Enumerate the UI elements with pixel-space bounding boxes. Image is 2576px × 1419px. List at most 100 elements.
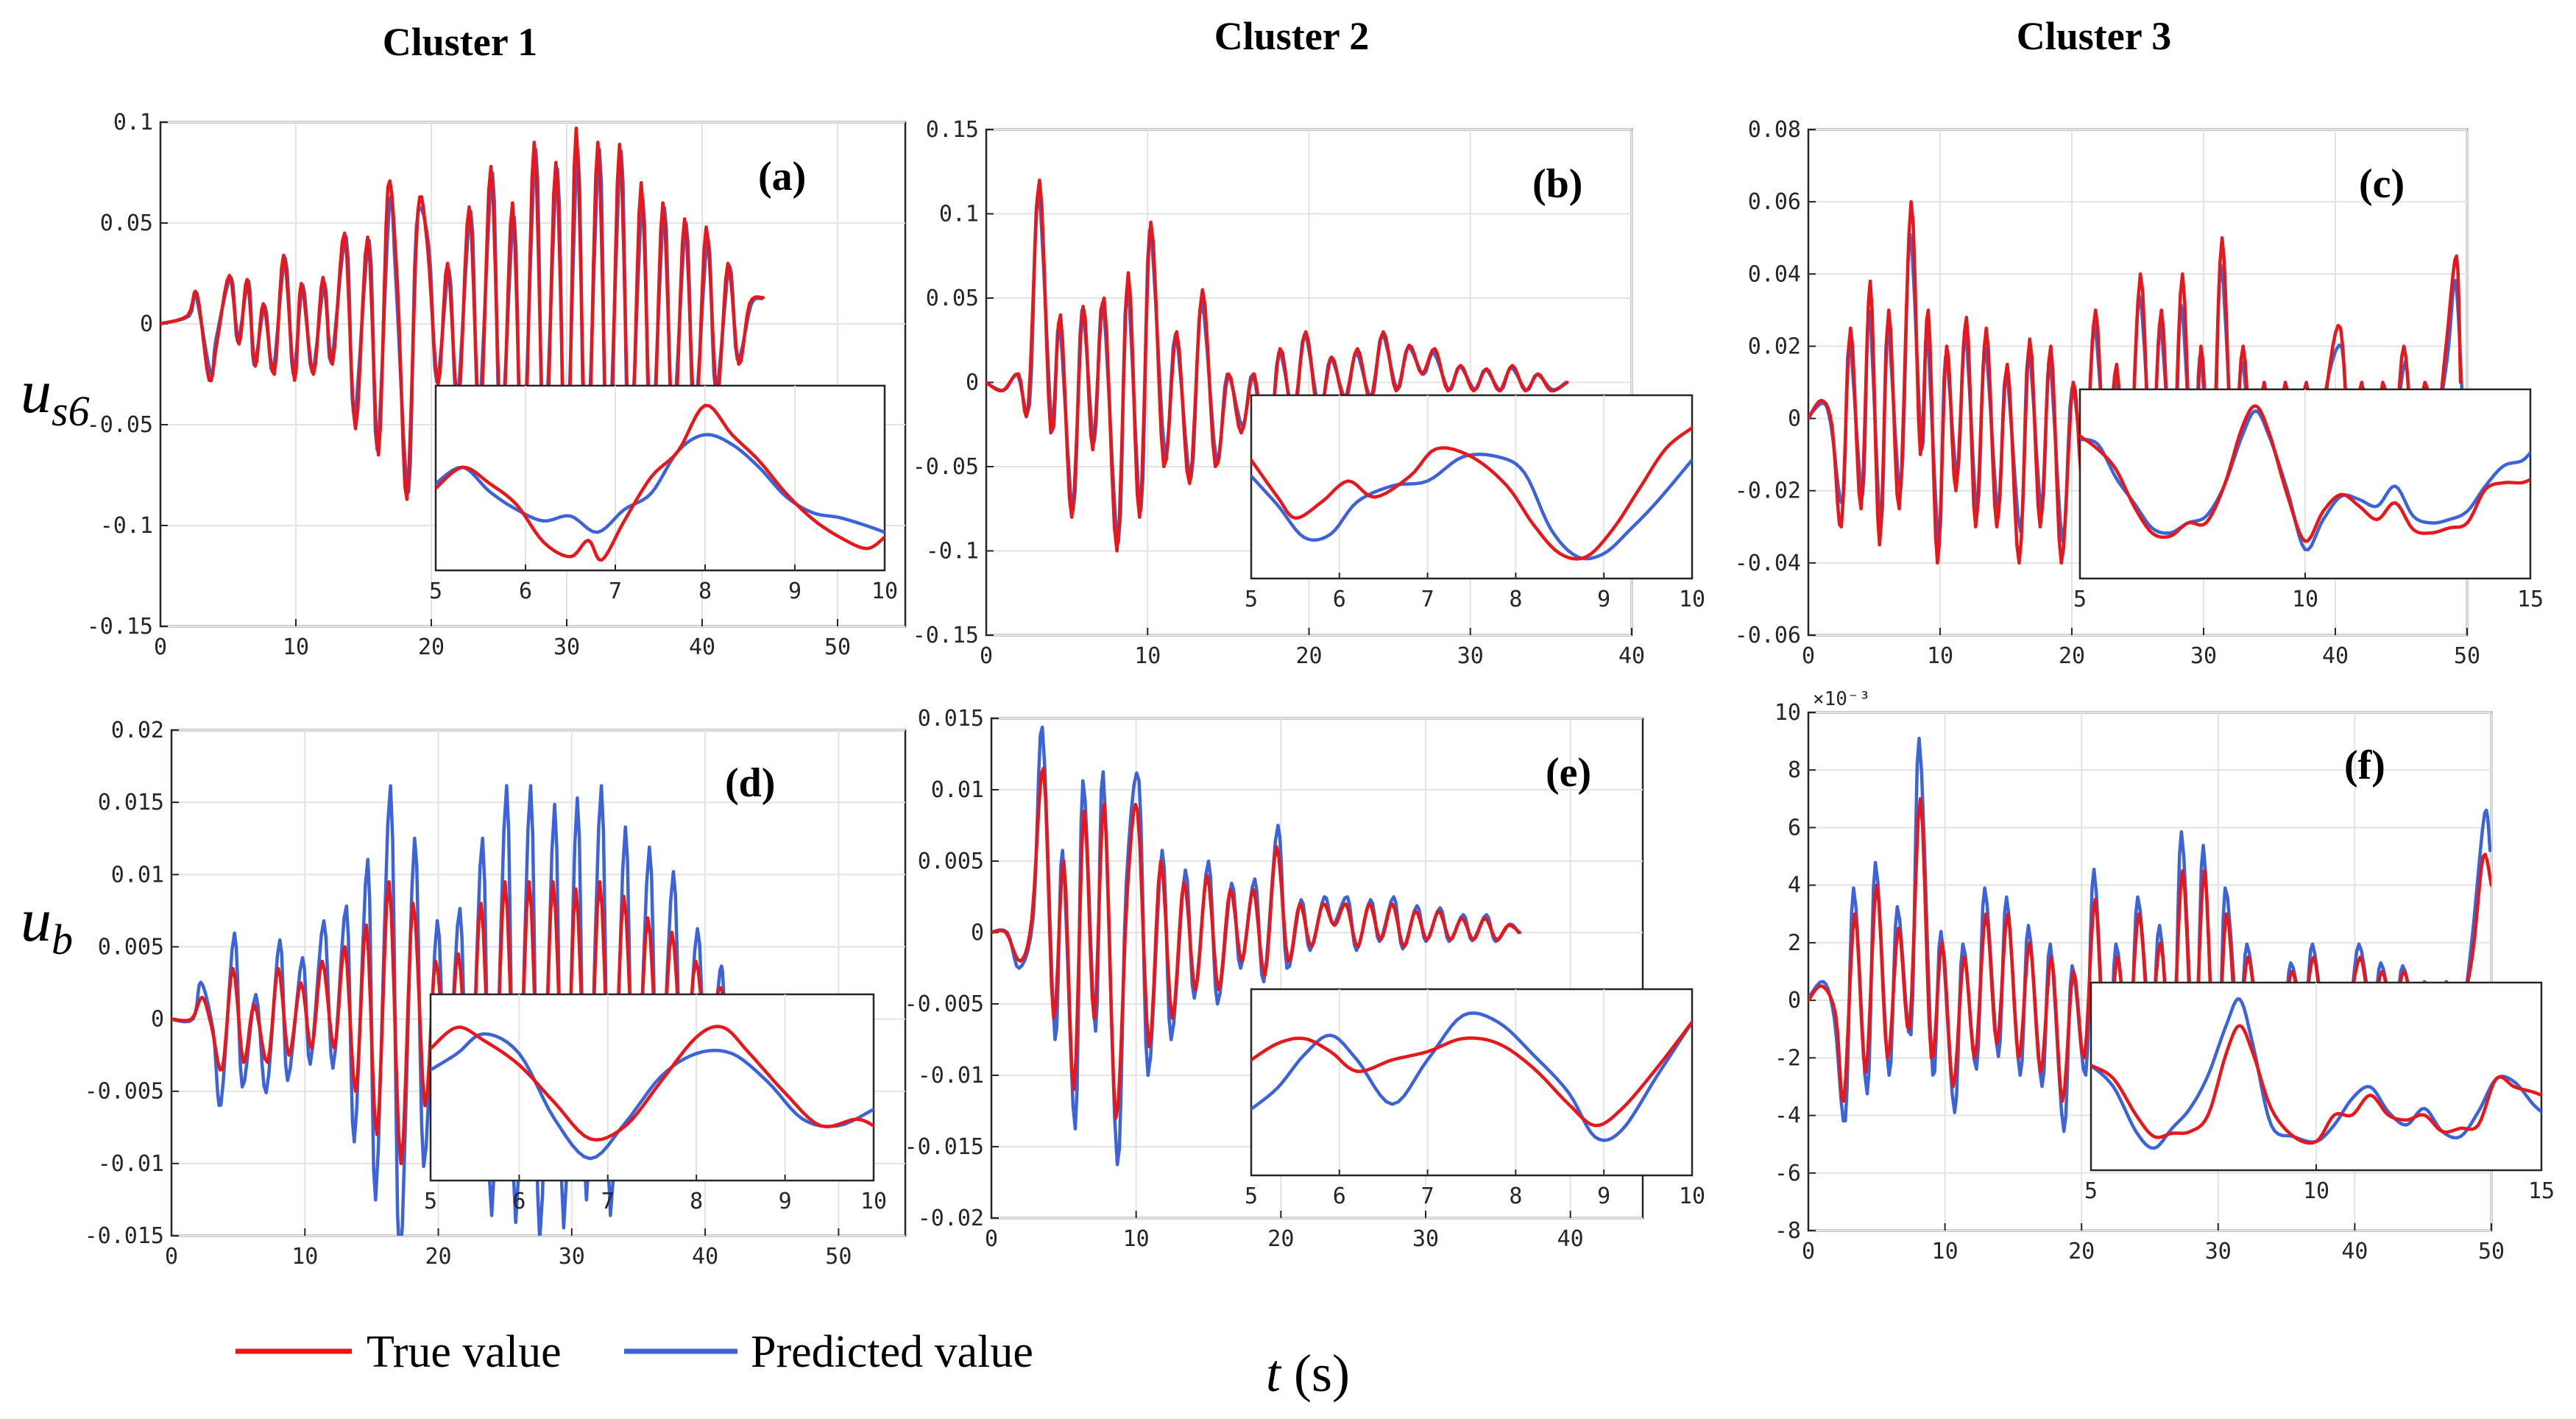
inset-series-true [1251, 1020, 1692, 1128]
x-tick-label: 10 [1123, 1226, 1150, 1252]
inset-x-tick-label: 6 [512, 1189, 526, 1214]
panel-d-inset: 5 6 7 8 9 10 [424, 993, 887, 1214]
inset-series-predicted [431, 1032, 874, 1161]
x-tick-label: 50 [2454, 643, 2480, 669]
x-tick-label: 0 [980, 643, 993, 669]
panel-b-inset: 5 6 7 8 9 10 [1245, 394, 1705, 612]
panel-letter: (b) [1532, 161, 1582, 207]
y-tick-label: -0.05 [913, 454, 979, 480]
shared-xlabel-unit: (s) [1294, 1344, 1350, 1403]
x-tick-label: 30 [2190, 643, 2217, 669]
inset-x-tick-label: 5 [2084, 1178, 2098, 1204]
x-tick-label: 10 [1134, 643, 1161, 669]
x-tick-label: 20 [425, 1244, 451, 1270]
y-tick-label: 0 [1788, 988, 1801, 1013]
x-tick-label: 40 [2322, 643, 2349, 669]
legend: True value Predicted value [236, 1327, 1033, 1377]
y-tick-label: -0.04 [1735, 551, 1801, 576]
y-tick-label: 0.05 [100, 210, 153, 236]
cluster-title-3: Cluster 3 [2017, 14, 2172, 58]
shared-xlabel: t (s) [1266, 1344, 1350, 1403]
inset-axes [1250, 394, 1694, 580]
y-tick-label: -0.15 [913, 623, 979, 648]
inset-x-tick-label: 9 [788, 578, 802, 604]
y-tick-label: 4 [1788, 873, 1801, 899]
y-tick-label: 0 [971, 920, 984, 946]
inset-x-tick-label: 10 [871, 578, 898, 604]
legend-true-label: True value [367, 1327, 562, 1377]
row-label-top: us6 [21, 358, 90, 435]
inset-x-tick-label: 10 [2303, 1178, 2329, 1204]
y-tick-label: -0.01 [98, 1151, 164, 1177]
panel-f-inset: 5 10 15 [2084, 981, 2555, 1204]
x-tick-label: 20 [418, 634, 445, 660]
y-tick-label: 0.02 [1748, 333, 1801, 359]
panel-a-inset: 5 6 7 8 9 10 [429, 384, 898, 604]
inset-series-true [2080, 404, 2530, 543]
y-tick-label: -0.02 [1735, 478, 1801, 504]
inset-x-tick-label: 8 [690, 1189, 703, 1214]
y-tick-label: -0.05 [87, 412, 153, 438]
y-tick-label: -2 [1774, 1045, 1801, 1071]
y-tick-label: -8 [1774, 1218, 1801, 1244]
y-tick-label: 0 [966, 370, 979, 396]
inset-x-tick-label: 10 [2292, 587, 2318, 612]
y-tick-label: 0.02 [111, 718, 164, 743]
x-tick-label: 0 [165, 1244, 178, 1270]
panel-letter: (a) [758, 154, 806, 199]
inset-x-tick-label: 10 [860, 1189, 887, 1214]
x-tick-label: 40 [689, 634, 715, 660]
inset-x-tick-label: 5 [1245, 587, 1258, 612]
panel-letter: (e) [1546, 750, 1591, 796]
row-label-bottom-sub: b [52, 916, 73, 963]
y-tick-label: -0.015 [905, 1134, 984, 1160]
legend-pred-label: Predicted value [751, 1327, 1033, 1377]
x-tick-label: 30 [1412, 1226, 1439, 1252]
inset-x-tick-label: 15 [2528, 1178, 2555, 1204]
inset-x-tick-label: 15 [2517, 587, 2544, 612]
row-label-bottom-main: u [21, 886, 52, 955]
inset-x-tick-label: 6 [519, 578, 532, 604]
x-tick-label: 30 [2205, 1239, 2232, 1264]
inset-x-tick-label: 10 [1679, 587, 1705, 612]
inset-x-tick-label: 7 [609, 578, 622, 604]
y-tick-label: 0 [140, 311, 153, 337]
panel-e-inset: 5 6 7 8 9 10 [1245, 988, 1705, 1209]
x-tick-label: 0 [1802, 643, 1815, 669]
inset-x-tick-label: 5 [429, 578, 442, 604]
panel-c-inset: 5 10 15 [2073, 388, 2544, 612]
inset-x-tick-label: 8 [1509, 1183, 1522, 1209]
x-tick-label: 40 [2341, 1239, 2368, 1264]
x-tick-label: 40 [1557, 1226, 1584, 1252]
x-tick-label: 50 [825, 1244, 852, 1270]
inset-series-predicted [2080, 409, 2530, 552]
cluster-title-1: Cluster 1 [383, 20, 538, 64]
x-tick-label: 30 [1457, 643, 1484, 669]
row-label-top-sub: s6 [52, 387, 90, 435]
y-tick-label: 0 [1788, 406, 1801, 432]
y-tick-label: -0.015 [85, 1223, 164, 1249]
inset-series-true [431, 1025, 874, 1142]
inset-x-tick-label: 5 [1245, 1183, 1258, 1209]
y-tick-label: -0.005 [905, 991, 984, 1017]
panel-c: 0 10 20 30 40 50 -0.06 -0.04 -0.02 0 0.02 0.04 0.06 0… [1735, 117, 2544, 669]
shared-xlabel-var: t [1266, 1344, 1282, 1403]
panel-letter: (d) [725, 760, 775, 806]
y-tick-label: -0.06 [1735, 623, 1801, 648]
y-tick-label: -0.005 [85, 1079, 164, 1105]
y-tick-label: 0.01 [111, 862, 164, 888]
panel-f: 0 10 20 30 40 50 -8 -6 -4 -2 0 2 4 6 8 10 ×10⁻³ (f) 5 10 15 [1774, 688, 2555, 1264]
inset-x-tick-label: 10 [1679, 1183, 1705, 1209]
inset-x-tick-label: 5 [424, 1189, 437, 1214]
inset-x-tick-label: 9 [779, 1189, 792, 1214]
inset-series-true [2091, 1024, 2541, 1145]
row-label-top-main: u [21, 358, 52, 426]
x-tick-label: 20 [1267, 1226, 1294, 1252]
x-tick-label: 40 [692, 1244, 718, 1270]
y-tick-label: -0.02 [918, 1206, 984, 1231]
y-tick-label: 0.1 [939, 202, 979, 227]
inset-x-tick-label: 8 [698, 578, 712, 604]
x-tick-label: 40 [1618, 643, 1645, 669]
x-tick-label: 30 [559, 1244, 585, 1270]
